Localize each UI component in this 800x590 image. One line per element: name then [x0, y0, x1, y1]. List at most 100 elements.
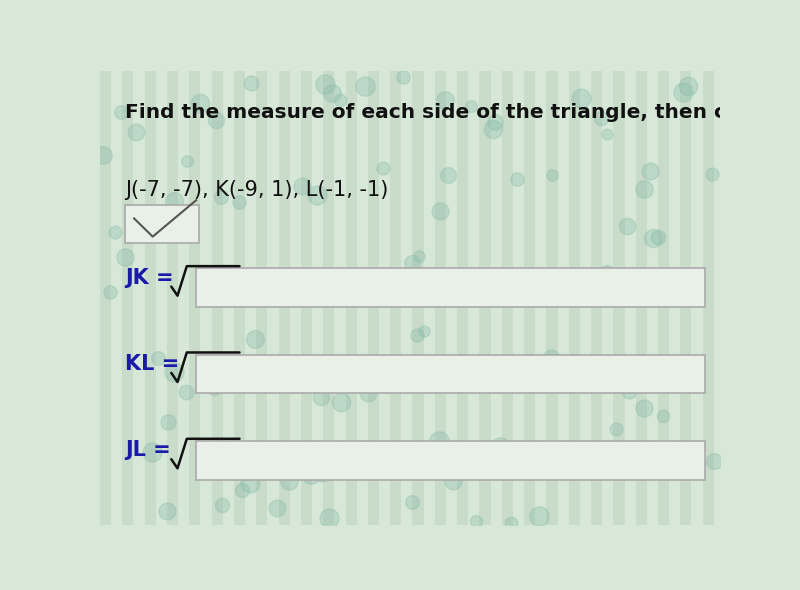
Point	[447, 476, 460, 486]
Point	[286, 373, 299, 382]
Point	[210, 115, 222, 124]
Point	[410, 331, 423, 340]
Point	[480, 370, 493, 379]
Point	[162, 417, 174, 426]
Bar	[435, 71, 446, 525]
Bar	[502, 71, 513, 525]
Point	[510, 175, 523, 184]
Bar	[346, 71, 357, 525]
Point	[413, 251, 426, 261]
Text: JL =: JL =	[125, 440, 178, 460]
Bar	[546, 71, 558, 525]
Point	[574, 94, 587, 103]
Point	[109, 227, 122, 237]
Bar	[413, 71, 424, 525]
Point	[611, 375, 624, 384]
Bar	[323, 71, 334, 525]
Point	[646, 234, 659, 243]
Point	[180, 388, 193, 397]
Bar	[100, 71, 111, 525]
Point	[146, 447, 158, 457]
Point	[289, 289, 302, 299]
Bar	[390, 71, 402, 525]
Point	[494, 441, 506, 451]
Point	[545, 353, 558, 363]
Bar	[234, 71, 245, 525]
Point	[465, 450, 478, 459]
Point	[682, 81, 694, 91]
Point	[638, 403, 650, 412]
Point	[505, 518, 518, 527]
Text: JK =: JK =	[125, 267, 181, 287]
Bar	[680, 71, 691, 525]
Point	[245, 78, 258, 88]
Bar	[278, 71, 290, 525]
Point	[152, 353, 165, 363]
Point	[433, 437, 446, 446]
Point	[706, 169, 718, 179]
Point	[594, 113, 607, 123]
Point	[119, 252, 132, 261]
Bar	[196, 355, 705, 394]
Point	[643, 166, 656, 175]
Point	[248, 334, 261, 343]
Bar	[211, 71, 222, 525]
Point	[652, 233, 665, 242]
Point	[406, 497, 418, 506]
Point	[294, 285, 306, 294]
Point	[235, 486, 248, 495]
Bar	[368, 71, 379, 525]
Point	[600, 268, 613, 277]
Point	[622, 376, 634, 386]
Point	[529, 357, 542, 366]
Point	[442, 170, 454, 179]
Point	[323, 513, 336, 523]
Bar	[167, 71, 178, 525]
Point	[207, 382, 220, 392]
Point	[470, 516, 482, 526]
Point	[464, 101, 477, 111]
Text: Find the measure of each side of the triangle, then classify it by its sides.: Find the measure of each side of the tri…	[125, 103, 800, 122]
Point	[504, 379, 517, 388]
Bar	[591, 71, 602, 525]
Point	[319, 79, 332, 88]
Point	[470, 443, 483, 453]
Bar	[702, 71, 714, 525]
Point	[657, 412, 670, 421]
Point	[366, 465, 379, 474]
Point	[406, 258, 418, 268]
Bar	[636, 71, 647, 525]
Point	[161, 506, 174, 516]
Point	[677, 87, 690, 96]
Point	[181, 156, 194, 165]
Bar	[792, 71, 800, 525]
Bar	[122, 71, 134, 525]
Point	[489, 117, 502, 127]
Point	[601, 129, 614, 139]
Point	[486, 124, 499, 134]
Point	[310, 191, 323, 200]
Point	[305, 469, 318, 478]
Point	[376, 163, 389, 173]
Point	[362, 388, 374, 398]
Bar	[256, 71, 267, 525]
Bar	[658, 71, 669, 525]
Point	[326, 88, 338, 98]
Bar	[725, 71, 736, 525]
Point	[270, 504, 283, 513]
Point	[233, 197, 246, 206]
Text: J(-7, -7), K(-9, 1), L(-1, -1): J(-7, -7), K(-9, 1), L(-1, -1)	[125, 180, 388, 200]
Text: KL =: KL =	[125, 354, 186, 374]
Point	[168, 367, 181, 376]
Bar	[145, 71, 156, 525]
Point	[439, 95, 452, 104]
Point	[622, 386, 635, 396]
Point	[334, 95, 346, 104]
Point	[314, 393, 327, 402]
Bar	[770, 71, 781, 525]
Point	[397, 73, 410, 82]
Bar	[747, 71, 758, 525]
Bar	[196, 441, 705, 480]
Point	[168, 196, 181, 206]
Point	[359, 81, 372, 91]
